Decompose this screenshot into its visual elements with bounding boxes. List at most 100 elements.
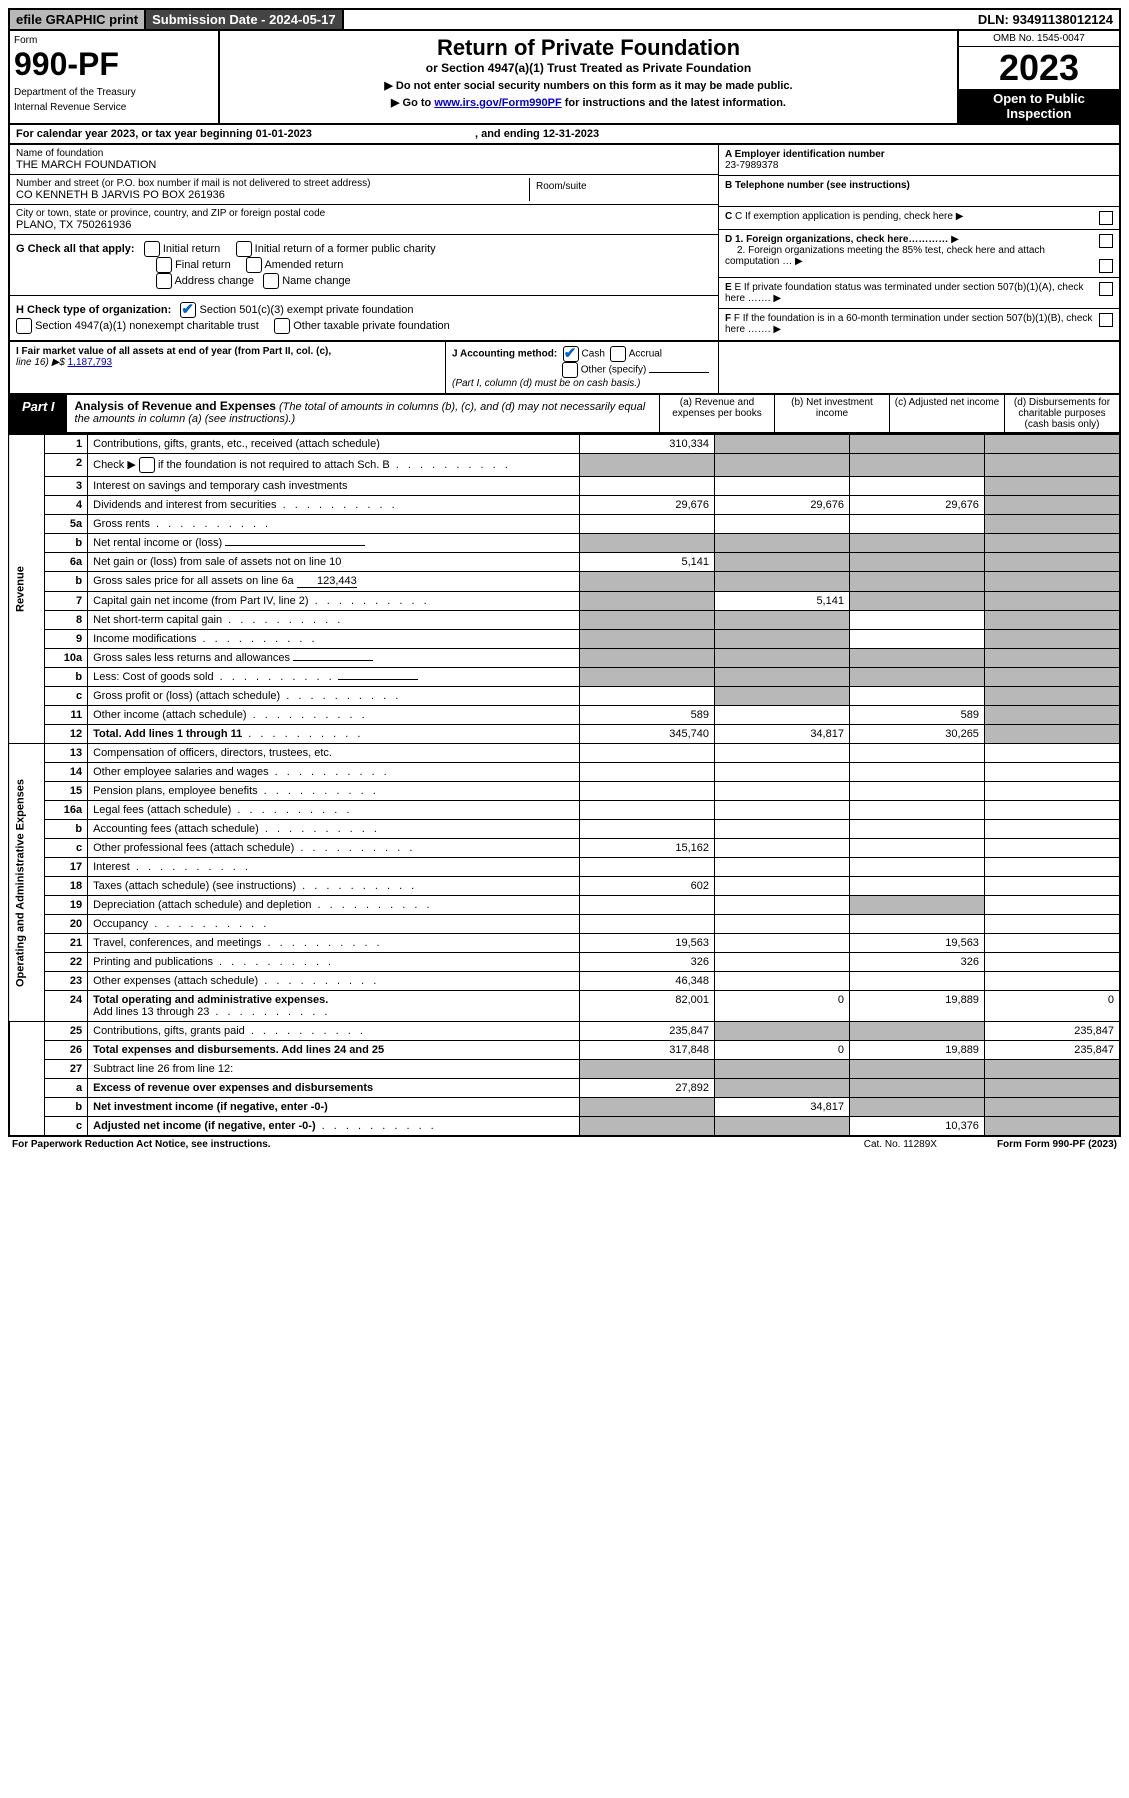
check-4947[interactable]: [16, 318, 32, 334]
check-final-return[interactable]: [156, 257, 172, 273]
expenses-side-label: Operating and Administrative Expenses: [9, 744, 44, 1022]
open-public: Open to PublicInspection: [959, 89, 1119, 123]
g-checks: G Check all that apply: Initial return I…: [10, 235, 718, 296]
table-row: bNet investment income (if negative, ent…: [9, 1098, 1120, 1117]
check-accrual[interactable]: [610, 346, 626, 362]
table-row: Operating and Administrative Expenses 13…: [9, 744, 1120, 763]
col-a-header: (a) Revenue and expenses per books: [659, 395, 774, 432]
table-row: 17Interest: [9, 858, 1120, 877]
col-b-header: (b) Net investment income: [774, 395, 889, 432]
check-d1[interactable]: [1099, 234, 1113, 248]
table-row: 26Total expenses and disbursements. Add …: [9, 1041, 1120, 1060]
part1-title: Analysis of Revenue and Expenses (The to…: [67, 395, 659, 432]
efile-print-button[interactable]: efile GRAPHIC print: [10, 10, 146, 29]
top-bar: efile GRAPHIC print Submission Date - 20…: [8, 8, 1121, 31]
part1-table: Revenue 1 Contributions, gifts, grants, …: [8, 434, 1121, 1137]
tax-year: 2023: [959, 47, 1119, 89]
dept-treasury: Department of the Treasury: [14, 87, 214, 98]
table-row: 8Net short-term capital gain: [9, 611, 1120, 630]
form-label: Form: [14, 35, 214, 46]
box-f: F F If the foundation is in a 60-month t…: [719, 309, 1119, 339]
check-other-taxable[interactable]: [274, 318, 290, 334]
dln-number: DLN: 93491138012124: [972, 10, 1119, 29]
fmv-value[interactable]: 1,187,793: [68, 357, 113, 368]
table-row: 22Printing and publications326326: [9, 953, 1120, 972]
check-address-change[interactable]: [156, 273, 172, 289]
box-i: I Fair market value of all assets at end…: [10, 342, 446, 393]
check-amended[interactable]: [246, 257, 262, 273]
table-row: bNet rental income or (loss): [9, 534, 1120, 553]
table-row: 5aGross rents: [9, 515, 1120, 534]
irs-link[interactable]: www.irs.gov/Form990PF: [434, 97, 561, 109]
footer: For Paperwork Reduction Act Notice, see …: [8, 1137, 1121, 1152]
table-row: 18Taxes (attach schedule) (see instructi…: [9, 877, 1120, 896]
col-d-header: (d) Disbursements for charitable purpose…: [1004, 395, 1119, 432]
h-checks: H Check type of organization: Section 50…: [10, 296, 718, 340]
form-ref: Form Form 990-PF (2023): [997, 1139, 1117, 1150]
table-row: aExcess of revenue over expenses and dis…: [9, 1079, 1120, 1098]
city-cell: City or town, state or province, country…: [10, 205, 718, 235]
form-id-box: Form 990-PF Department of the Treasury I…: [10, 31, 220, 123]
table-row: 2 Check ▶ if the foundation is not requi…: [9, 454, 1120, 477]
check-c[interactable]: [1099, 211, 1113, 225]
irs-label: Internal Revenue Service: [14, 102, 214, 113]
box-a: A Employer identification number23-79893…: [719, 145, 1119, 176]
omb-number: OMB No. 1545-0047: [959, 31, 1119, 47]
part1-tag: Part I: [10, 395, 67, 432]
box-e: E E If private foundation status was ter…: [719, 278, 1119, 309]
table-row: 20Occupancy: [9, 915, 1120, 934]
box-c: C C If exemption application is pending,…: [719, 207, 1119, 230]
table-row: 6aNet gain or (loss) from sale of assets…: [9, 553, 1120, 572]
form-number: 990-PF: [14, 46, 214, 83]
table-row: 24Total operating and administrative exp…: [9, 991, 1120, 1022]
check-d2[interactable]: [1099, 259, 1113, 273]
foundation-name: THE MARCH FOUNDATION: [16, 159, 156, 171]
part1-header: Part I Analysis of Revenue and Expenses …: [8, 395, 1121, 434]
foundation-info: Name of foundation THE MARCH FOUNDATION …: [8, 145, 1121, 342]
table-row: 25Contributions, gifts, grants paid235,8…: [9, 1022, 1120, 1041]
form-header: Form 990-PF Department of the Treasury I…: [8, 31, 1121, 125]
table-row: 10aGross sales less returns and allowanc…: [9, 649, 1120, 668]
table-row: cGross profit or (loss) (attach schedule…: [9, 687, 1120, 706]
check-initial-former[interactable]: [236, 241, 252, 257]
table-row: cAdjusted net income (if negative, enter…: [9, 1117, 1120, 1137]
table-row: 7Capital gain net income (from Part IV, …: [9, 592, 1120, 611]
ij-row: I Fair market value of all assets at end…: [8, 342, 1121, 395]
table-row: 16aLegal fees (attach schedule): [9, 801, 1120, 820]
address-value: CO KENNETH B JARVIS PO BOX 261936: [16, 189, 225, 201]
box-d: D 1. Foreign organizations, check here………: [719, 230, 1119, 278]
table-row: 15Pension plans, employee benefits: [9, 782, 1120, 801]
check-sch-b[interactable]: [139, 457, 155, 473]
check-name-change[interactable]: [263, 273, 279, 289]
check-other-method[interactable]: [562, 362, 578, 378]
year-box: OMB No. 1545-0047 2023 Open to PublicIns…: [957, 31, 1119, 123]
table-row: Revenue 1 Contributions, gifts, grants, …: [9, 435, 1120, 454]
table-row: 4Dividends and interest from securities2…: [9, 496, 1120, 515]
paperwork-notice: For Paperwork Reduction Act Notice, see …: [12, 1139, 271, 1150]
table-row: 23Other expenses (attach schedule)46,348: [9, 972, 1120, 991]
table-row: 11Other income (attach schedule)589589: [9, 706, 1120, 725]
table-row: 19Depreciation (attach schedule) and dep…: [9, 896, 1120, 915]
check-cash[interactable]: [563, 346, 579, 362]
table-row: 21Travel, conferences, and meetings19,56…: [9, 934, 1120, 953]
check-e[interactable]: [1099, 282, 1113, 296]
calendar-year-row: For calendar year 2023, or tax year begi…: [8, 125, 1121, 145]
table-row: bAccounting fees (attach schedule): [9, 820, 1120, 839]
name-cell: Name of foundation THE MARCH FOUNDATION: [10, 145, 718, 175]
table-row: 3Interest on savings and temporary cash …: [9, 477, 1120, 496]
note-ssn: ▶ Do not enter social security numbers o…: [224, 79, 953, 92]
box-b: B Telephone number (see instructions): [719, 176, 1119, 207]
check-f[interactable]: [1099, 313, 1113, 327]
cat-no: Cat. No. 11289X: [864, 1139, 937, 1150]
form-subtitle: or Section 4947(a)(1) Trust Treated as P…: [224, 61, 953, 75]
table-row: 12Total. Add lines 1 through 11345,74034…: [9, 725, 1120, 744]
check-501c3[interactable]: [180, 302, 196, 318]
note-link: ▶ Go to www.irs.gov/Form990PF for instru…: [224, 96, 953, 109]
address-cell: Number and street (or P.O. box number if…: [16, 178, 530, 201]
col-c-header: (c) Adjusted net income: [889, 395, 1004, 432]
form-title: Return of Private Foundation: [224, 35, 953, 61]
table-row: bLess: Cost of goods sold: [9, 668, 1120, 687]
submission-date: Submission Date - 2024-05-17: [146, 10, 344, 29]
revenue-side-label: Revenue: [9, 435, 44, 744]
check-initial-return[interactable]: [144, 241, 160, 257]
